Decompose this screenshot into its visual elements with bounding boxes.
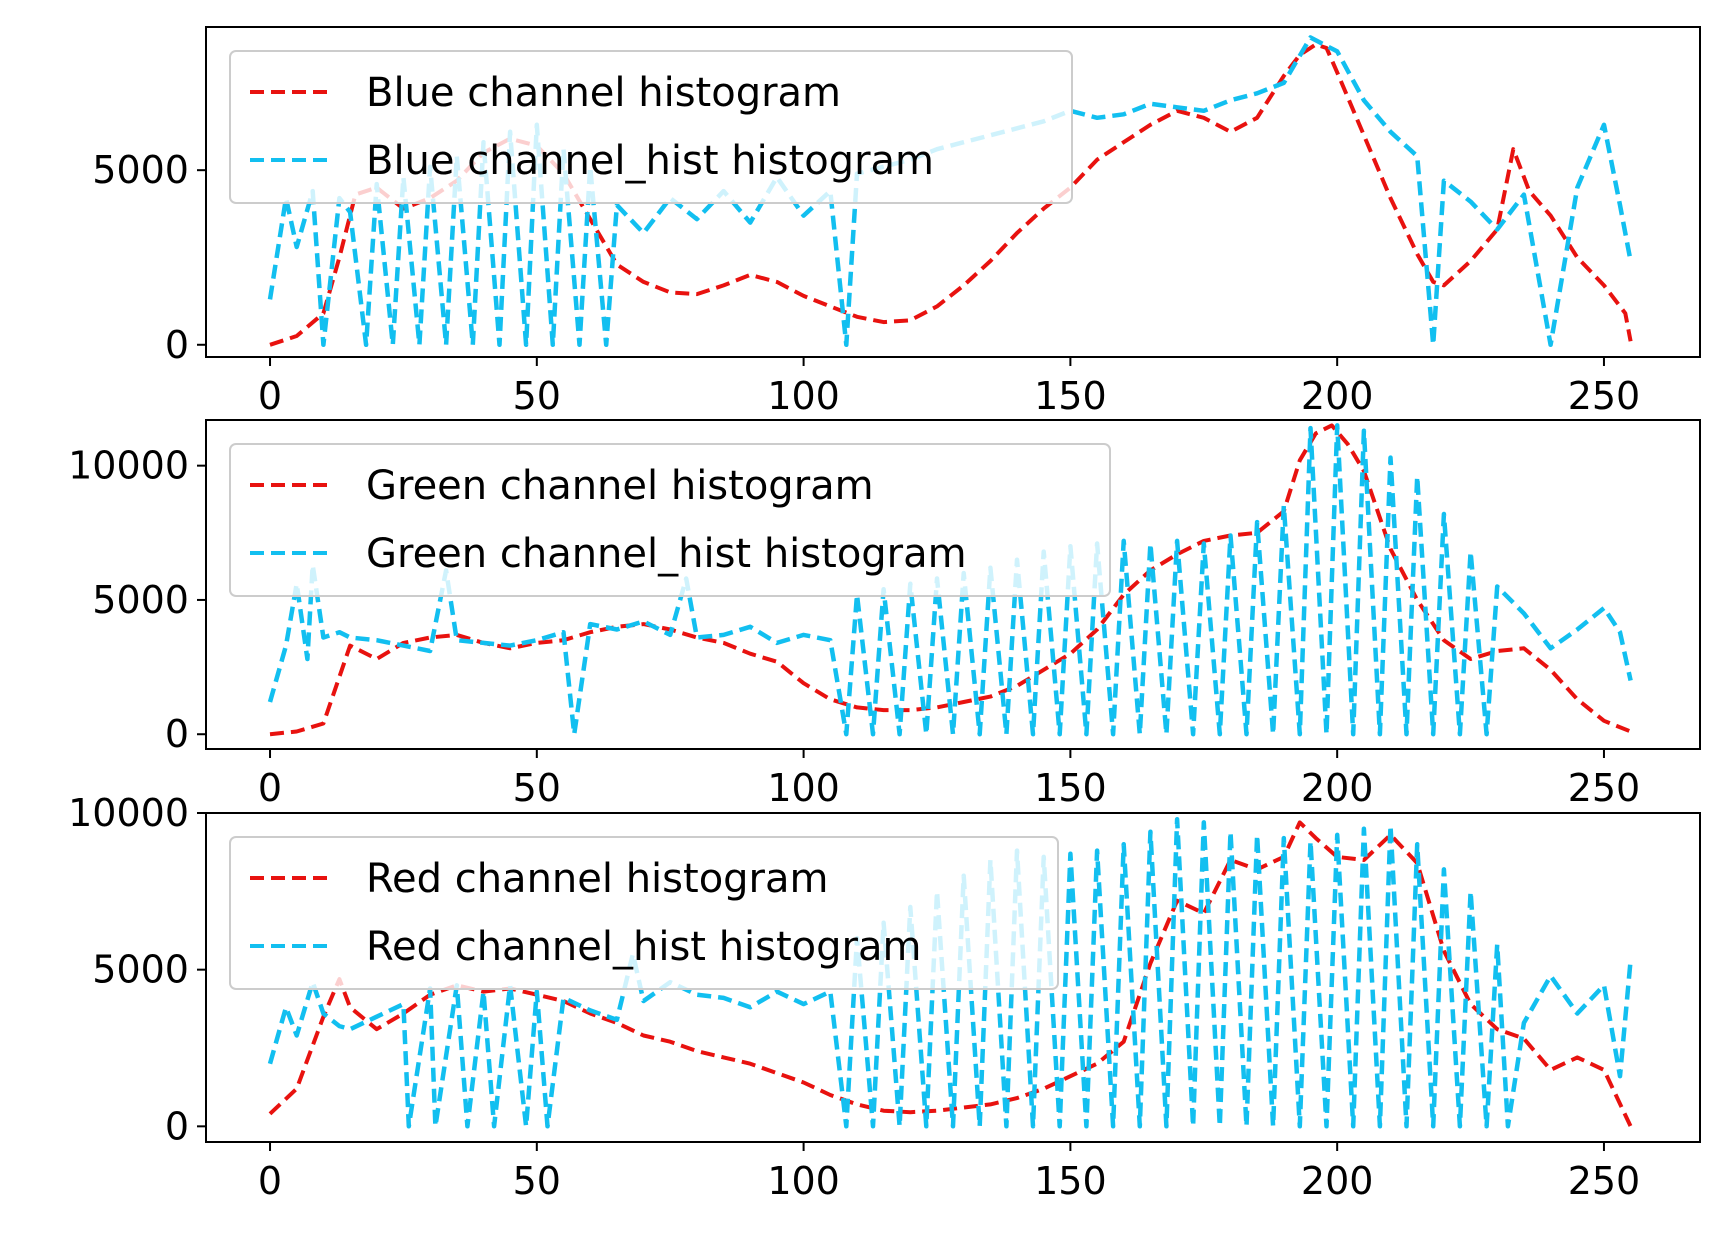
blue-xtick-label: 200	[1301, 374, 1374, 418]
green-xtick-label: 250	[1568, 766, 1641, 810]
blue-xtick-label: 0	[258, 374, 282, 418]
blue-xtick-label: 50	[513, 374, 561, 418]
red-legend-box	[229, 836, 1059, 990]
blue-legend: Blue channel histogram Blue channel_hist …	[229, 50, 1073, 204]
red-xtick-label: 0	[258, 1159, 282, 1203]
green-ytick-label: 5000	[92, 578, 189, 622]
red-series-channel-hist-line	[267, 817, 1633, 1129]
green-legend-label: Green channel_hist histogram	[366, 531, 967, 577]
green-ytick-label: 0	[165, 712, 189, 756]
blue-series-channel-hist-line	[267, 35, 1633, 348]
blue-axes-frame	[205, 26, 1701, 358]
red-ytick-label: 0	[165, 1104, 189, 1148]
blue-series-channel-line	[269, 42, 1633, 347]
blue-legend-label: Blue channel_hist histogram	[366, 138, 934, 184]
blue-xtick-label: 100	[767, 374, 840, 418]
blue-ytick-label: 0	[165, 323, 189, 367]
red-xtick-label: 200	[1301, 1159, 1374, 1203]
green-legend-box	[229, 443, 1111, 597]
red-panel: 0 50 100 150 200 250 0 5000 10000 Red channel his…	[68, 791, 1701, 1203]
green-legend: Green channel histogram Green channel_his…	[229, 443, 1111, 597]
blue-legend-box	[229, 50, 1073, 204]
red-legend-label: Red channel histogram	[366, 856, 828, 902]
red-legend: Red channel histogram Red channel_hist hi…	[229, 836, 1059, 990]
blue-xtick-label: 250	[1568, 374, 1641, 418]
red-axes-frame	[205, 812, 1701, 1143]
green-xtick-label: 100	[767, 766, 840, 810]
blue-panel: 0 50 100 150 200 250 0 5000 Blue channel histogr…	[92, 26, 1701, 418]
green-panel: 0 50 100 150 200 250 0 5000 10000 Green channel h…	[68, 419, 1701, 810]
blue-legend-label: Blue channel histogram	[366, 70, 841, 116]
green-ytick-label: 10000	[68, 444, 189, 488]
blue-ytick-label: 5000	[92, 148, 189, 192]
red-legend-label: Red channel_hist histogram	[366, 924, 921, 970]
red-xtick-label: 100	[767, 1159, 840, 1203]
green-xtick-label: 50	[513, 766, 561, 810]
blue-series-group	[267, 35, 1633, 348]
green-xtick-label: 200	[1301, 766, 1374, 810]
red-ytick-label: 10000	[68, 791, 189, 835]
red-series-group	[267, 817, 1633, 1129]
green-xtick-label: 150	[1034, 766, 1107, 810]
blue-xtick-label: 150	[1034, 374, 1107, 418]
red-xtick-label: 150	[1034, 1159, 1107, 1203]
green-axes-frame	[205, 419, 1701, 750]
red-ytick-label: 5000	[92, 948, 189, 992]
green-xtick-label: 0	[258, 766, 282, 810]
red-xtick-label: 50	[513, 1159, 561, 1203]
red-xtick-label: 250	[1568, 1159, 1641, 1203]
green-legend-label: Green channel histogram	[366, 463, 874, 509]
